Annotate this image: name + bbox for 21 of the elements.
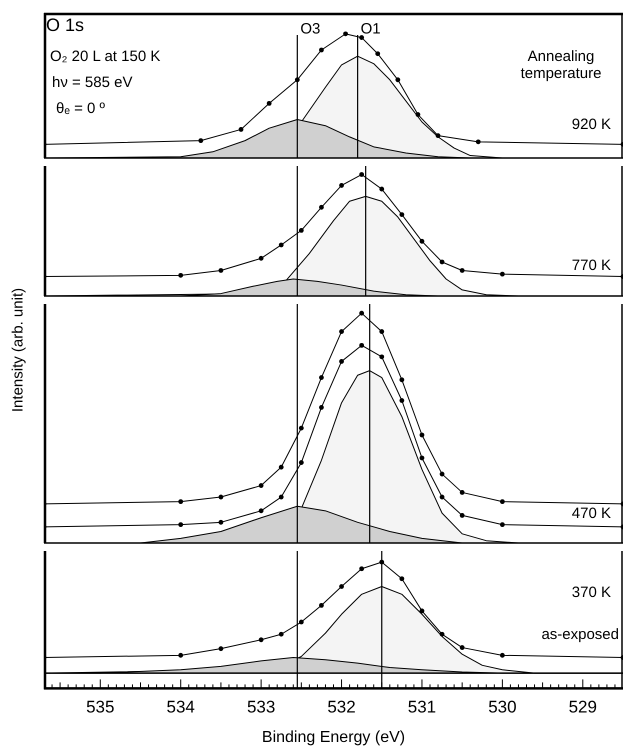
annotation: O 1s (46, 15, 84, 36)
annotation: as-exposed (541, 626, 619, 644)
x-tick-label: 529 (568, 697, 597, 716)
x-tick-label: 532 (327, 697, 356, 716)
annotation: 920 K (572, 116, 611, 134)
y-axis-title: Intensity (arb. unit) (10, 288, 26, 412)
x-tick-label: 533 (246, 697, 276, 716)
ref-line-label: O1 (360, 20, 381, 38)
annotation: θₑ = 0 º (56, 100, 105, 118)
annotation: 370 K (572, 584, 611, 602)
annotation: hν = 585 eV (52, 74, 132, 92)
x-tick-label: 531 (408, 697, 436, 716)
x-tick-label: 534 (166, 697, 195, 716)
annotation: 770 K (572, 257, 611, 274)
annotation: Annealing temperature (520, 48, 602, 82)
annotation: O₂ 20 L at 150 K (50, 48, 160, 66)
ref-line-label: O3 (300, 20, 320, 38)
annotation: 470 K (572, 505, 611, 522)
x-axis-title: Binding Energy (eV) (262, 728, 406, 746)
x-tick-label: 535 (86, 697, 114, 716)
x-tick-label: 530 (488, 697, 517, 716)
